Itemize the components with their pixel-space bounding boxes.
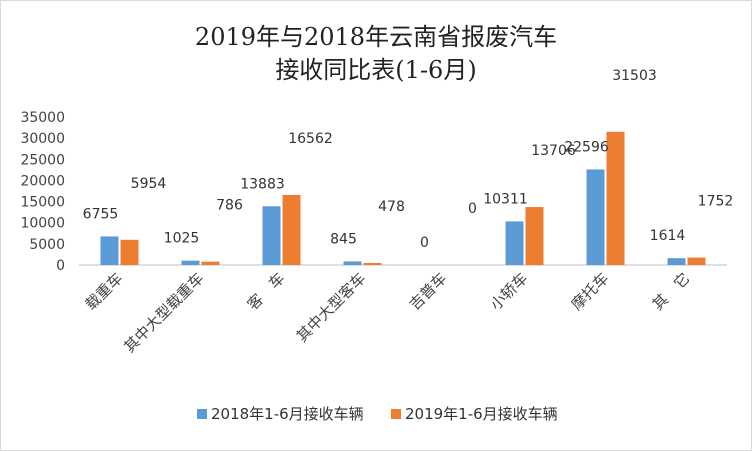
bar-1-8 <box>667 258 686 265</box>
data-label-1-7: 22596 <box>564 139 609 155</box>
category-label-4: 其中大型客车 <box>293 269 369 345</box>
data-label-2-8: 1752 <box>698 194 734 210</box>
category-label-8: 其 它 <box>649 269 694 314</box>
legend-label-2: 2019年1-6月接收车辆 <box>405 405 558 423</box>
category-label-2: 其中大型载重车 <box>120 269 207 356</box>
data-label-2-2: 786 <box>216 198 243 214</box>
bar-2-8 <box>687 257 706 265</box>
category-label-5: 吉普车 <box>406 269 451 314</box>
data-label-2-1: 5954 <box>131 176 167 192</box>
bar-1-4 <box>343 261 362 265</box>
legend-label-1: 2018年1-6月接收车辆 <box>211 405 364 423</box>
bar-2-1 <box>120 239 139 265</box>
legend: 2018年1-6月接收车辆 2019年1-6月接收车辆 <box>197 405 558 423</box>
y-tick-label: 15000 <box>20 195 65 211</box>
bar-1-6 <box>505 221 524 265</box>
data-label-1-8: 1614 <box>650 228 686 244</box>
y-tick-label: 35000 <box>20 110 65 126</box>
bar-2-7 <box>606 131 625 265</box>
data-labels: 6755 5954 1025 786 13883 16562 845 478 0 0 10311 13… <box>83 68 734 251</box>
data-label-1-3: 13883 <box>240 176 285 192</box>
bar-2-2 <box>201 261 220 265</box>
legend-swatch-1 <box>197 409 207 419</box>
bar-2-4 <box>363 262 382 265</box>
y-tick-label: 30000 <box>20 131 65 147</box>
chart-title-line-2: 接收同比表(1-6月) <box>275 56 476 84</box>
y-tick-label: 10000 <box>20 216 65 232</box>
bar-1-2 <box>181 260 200 265</box>
bar-1-7 <box>586 169 605 265</box>
data-label-2-6: 13706 <box>531 143 576 159</box>
data-label-2-3: 16562 <box>288 131 333 147</box>
bars <box>100 131 706 265</box>
data-label-1-4: 845 <box>330 231 357 247</box>
data-label-2-5: 0 <box>468 201 477 217</box>
data-label-1-1: 6755 <box>83 206 119 222</box>
bar-2-6 <box>525 207 544 265</box>
category-label-6: 小轿车 <box>487 269 532 314</box>
category-label-1: 载重车 <box>82 269 127 314</box>
data-label-1-5: 0 <box>420 235 429 251</box>
category-label-3: 客 车 <box>244 269 289 314</box>
data-label-1-2: 1025 <box>164 231 200 247</box>
y-tick-label: 25000 <box>20 152 65 168</box>
bar-1-3 <box>262 206 281 265</box>
y-tick-label: 5000 <box>29 237 65 253</box>
legend-swatch-2 <box>391 409 401 419</box>
chart-title-line-1: 2019年与2018年云南省报废汽车 <box>195 23 557 51</box>
category-label-7: 摩托车 <box>568 269 613 314</box>
data-label-1-6: 10311 <box>483 191 528 207</box>
y-tick-label: 0 <box>56 258 65 274</box>
bar-2-3 <box>282 194 301 265</box>
y-tick-label: 20000 <box>20 173 65 189</box>
bar-1-1 <box>100 236 119 265</box>
y-axis: 0 5000 10000 15000 20000 25000 30000 35000 <box>20 110 65 274</box>
data-label-2-4: 478 <box>378 199 405 215</box>
category-labels: 载重车其中大型载重车客 车其中大型客车 吉普车 小轿车 摩托车其 它 <box>82 269 694 356</box>
data-label-2-7: 31503 <box>612 68 657 84</box>
